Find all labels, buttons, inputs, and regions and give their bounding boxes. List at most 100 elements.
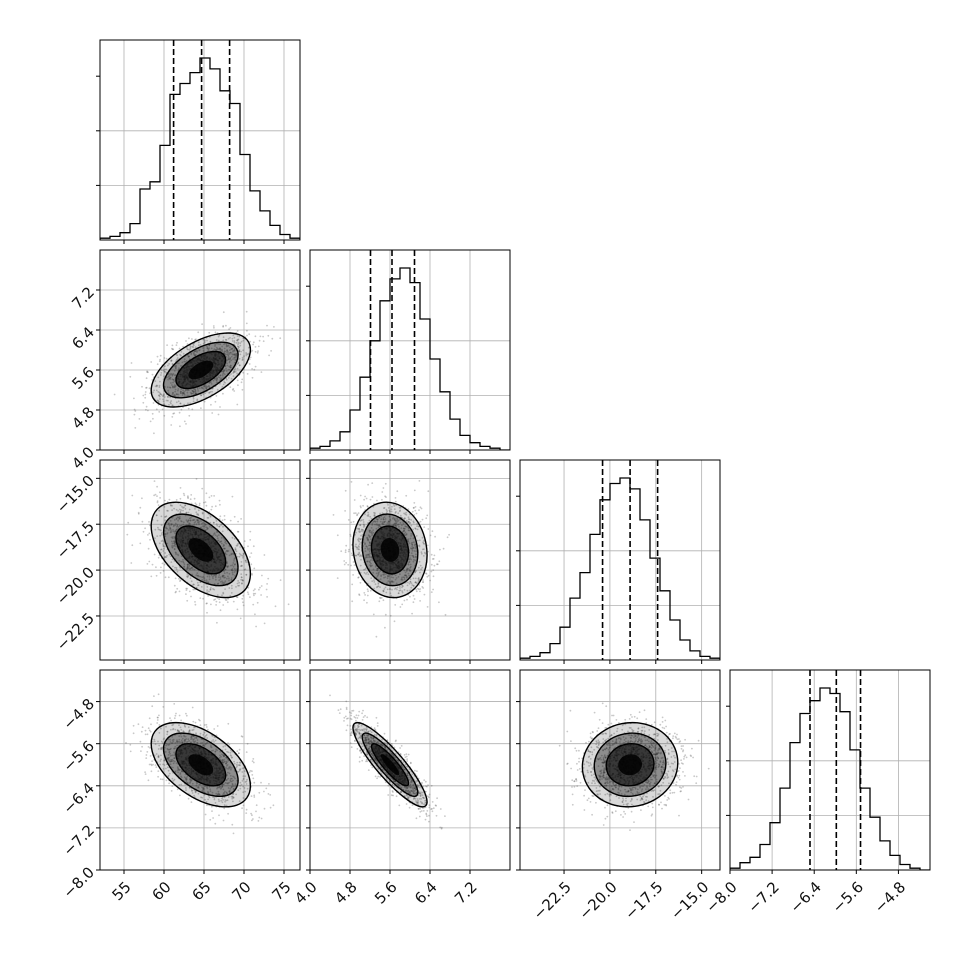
scatter-point xyxy=(360,528,363,531)
scatter-point xyxy=(159,534,162,537)
scatter-point xyxy=(221,575,224,578)
contour-line xyxy=(352,501,428,599)
scatter-point xyxy=(212,588,214,590)
scatter-point xyxy=(188,389,191,391)
scatter-point xyxy=(170,372,172,375)
scatter-point xyxy=(216,594,219,596)
scatter-point xyxy=(382,599,385,602)
scatter-point xyxy=(241,358,244,361)
scatter-point xyxy=(190,502,193,505)
scatter-point xyxy=(383,588,386,590)
scatter-point xyxy=(213,583,216,585)
scatter-point xyxy=(393,524,396,526)
scatter-point xyxy=(360,534,362,537)
scatter-point xyxy=(157,716,159,719)
scatter-point xyxy=(254,613,256,616)
scatter-point xyxy=(189,778,192,781)
scatter-point xyxy=(372,571,375,574)
scatter-point xyxy=(245,573,248,576)
scatter-point xyxy=(421,586,424,588)
scatter-point xyxy=(171,373,173,376)
scatter-point xyxy=(232,375,235,377)
scatter-point xyxy=(187,348,190,351)
scatter-point xyxy=(376,567,378,570)
scatter-point xyxy=(194,354,196,357)
scatter-point xyxy=(396,518,399,521)
scatter-point xyxy=(213,728,216,730)
scatter-point xyxy=(410,542,413,545)
scatter-point xyxy=(172,385,174,388)
scatter-point xyxy=(366,505,369,508)
scatter-point xyxy=(368,535,370,537)
scatter-point xyxy=(194,502,197,505)
scatter-point xyxy=(201,323,204,325)
scatter-point xyxy=(131,494,134,497)
scatter-point xyxy=(186,567,189,570)
scatter-point xyxy=(200,522,203,525)
scatter-point xyxy=(188,565,191,568)
scatter-point xyxy=(232,832,235,835)
scatter-point xyxy=(167,576,170,579)
scatter-point xyxy=(204,813,207,816)
scatter-point xyxy=(227,355,230,358)
scatter-point xyxy=(404,513,407,516)
scatter-point xyxy=(241,771,244,773)
scatter-point xyxy=(231,495,234,498)
scatter-point xyxy=(241,735,244,738)
scatter-point xyxy=(201,512,204,515)
scatter-point xyxy=(201,387,204,390)
scatter-point xyxy=(395,511,397,513)
scatter-point xyxy=(405,576,408,579)
scatter-point xyxy=(420,568,422,571)
scatter-point xyxy=(228,365,231,368)
scatter-point xyxy=(181,392,184,394)
scatter-point xyxy=(366,554,368,556)
scatter-point xyxy=(233,560,235,562)
scatter-point xyxy=(241,388,244,391)
scatter-point xyxy=(163,357,166,359)
scatter-point xyxy=(185,340,187,342)
scatter-point xyxy=(186,566,189,569)
scatter-point xyxy=(158,411,161,413)
scatter-point xyxy=(180,351,183,353)
scatter-point xyxy=(376,585,379,588)
scatter-point xyxy=(407,516,410,519)
y-tick-label: 4.0 xyxy=(68,443,98,473)
scatter-point xyxy=(257,820,260,822)
scatter-point xyxy=(205,723,208,726)
scatter-point xyxy=(171,544,174,547)
scatter-point xyxy=(223,515,226,517)
scatter-point xyxy=(222,604,225,606)
scatter-point xyxy=(260,371,263,373)
scatter-point xyxy=(191,519,194,522)
scatter-point xyxy=(229,327,232,329)
scatter-point xyxy=(214,331,217,334)
scatter-point xyxy=(202,522,204,524)
scatter-point xyxy=(222,543,225,546)
scatter-point xyxy=(344,510,346,512)
scatter-point xyxy=(411,548,414,550)
scatter-point xyxy=(269,794,272,796)
scatter-point xyxy=(147,727,150,730)
scatter-point xyxy=(227,337,230,340)
scatter-point xyxy=(226,565,228,568)
scatter-point xyxy=(139,740,142,743)
scatter-point xyxy=(240,578,243,581)
scatter-point xyxy=(202,338,205,341)
scatter-point xyxy=(175,568,178,571)
scatter-point xyxy=(423,593,426,596)
scatter-point xyxy=(156,399,159,402)
scatter-point xyxy=(214,750,217,753)
scatter-point xyxy=(253,567,256,570)
scatter-point xyxy=(415,512,418,515)
scatter-point xyxy=(210,508,213,511)
scatter-point xyxy=(223,570,225,573)
scatter-point xyxy=(402,585,404,588)
scatter-point xyxy=(401,590,404,592)
scatter-point xyxy=(393,518,396,521)
scatter-point xyxy=(412,521,415,524)
scatter-point xyxy=(430,553,433,556)
scatter-point xyxy=(408,520,410,523)
scatter-point xyxy=(199,719,201,722)
scatter-point xyxy=(185,519,188,521)
